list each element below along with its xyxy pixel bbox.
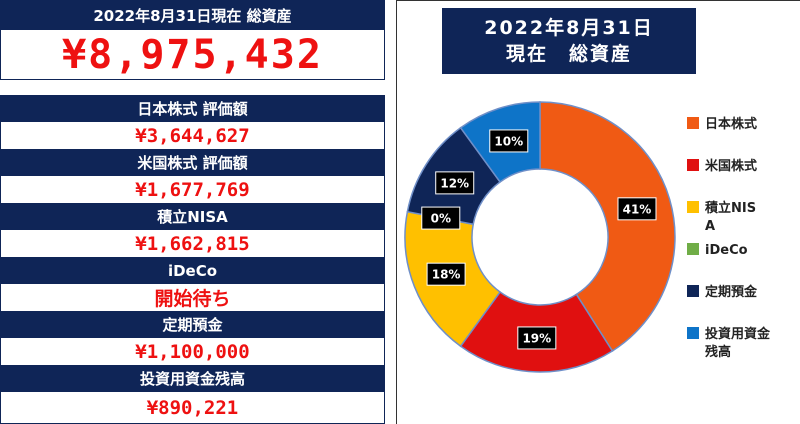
row-value-us-stocks: ¥1,677,769 xyxy=(0,176,385,203)
row-label-ideco: iDeCo xyxy=(0,257,385,284)
row-value-investment-cash: ¥890,221 xyxy=(0,392,385,424)
chart-title: 2022年8月31日 現在 総資産 xyxy=(442,8,696,74)
row-label-investment-cash: 投資用資金残高 xyxy=(0,365,385,392)
row-label-japan-stocks: 日本株式 評価額 xyxy=(0,95,385,122)
row-label-nisa: 積立NISA xyxy=(0,203,385,230)
row-label-us-stocks: 米国株式 評価額 xyxy=(0,149,385,176)
total-header: 2022年8月31日現在 総資産 xyxy=(0,0,385,30)
total-value: ¥8,975,432 xyxy=(0,30,385,80)
row-value-japan-stocks: ¥3,644,627 xyxy=(0,122,385,149)
row-value-time-deposit: ¥1,100,000 xyxy=(0,338,385,365)
row-label-time-deposit: 定期預金 xyxy=(0,311,385,338)
chart-title-line-2: 現在 総資産 xyxy=(505,43,632,65)
chart-title-line-1: 2022年8月31日 xyxy=(484,17,654,39)
row-value-nisa: ¥1,662,815 xyxy=(0,230,385,257)
row-value-ideco: 開始待ち xyxy=(0,284,385,311)
